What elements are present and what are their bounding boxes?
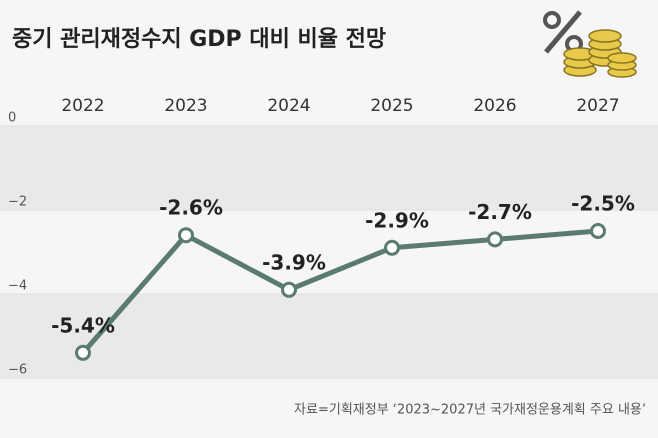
grid-band	[0, 294, 658, 378]
point	[590, 223, 606, 239]
value-label: -2.5%	[571, 192, 635, 216]
value-label: -2.9%	[365, 208, 429, 232]
x-tick-label: 2024	[267, 96, 310, 116]
line	[81, 228, 599, 355]
grid-band	[0, 126, 658, 210]
point	[384, 239, 400, 256]
point	[487, 231, 503, 248]
value-label: -2.6%	[159, 196, 223, 220]
y-tick-label: −2	[8, 195, 27, 210]
chart-title: 중기 관리재정수지 GDP 대비 비율 전망	[12, 27, 386, 52]
bands	[0, 125, 658, 379]
point	[281, 281, 297, 298]
x-tick-label: 2027	[576, 96, 619, 116]
x-tick-label: 2023	[164, 96, 207, 116]
point	[178, 227, 194, 244]
point	[75, 344, 91, 361]
y-tick-label: −6	[8, 363, 27, 378]
x-tick-label: 2022	[61, 96, 104, 116]
x-tick-label: 2026	[473, 96, 516, 116]
x-tick-label: 2025	[370, 96, 413, 116]
y-tick-label: −4	[8, 279, 27, 294]
value-label: -2.7%	[468, 200, 532, 224]
icon	[543, 10, 637, 78]
y-tick-label: 0	[8, 111, 16, 126]
source: 자료=기획재정부 ‘2023~2027년 국가재정운용계획 주요 내용’	[294, 403, 646, 418]
value-label: -3.9%	[262, 250, 326, 274]
value-label: -5.4%	[51, 313, 115, 337]
